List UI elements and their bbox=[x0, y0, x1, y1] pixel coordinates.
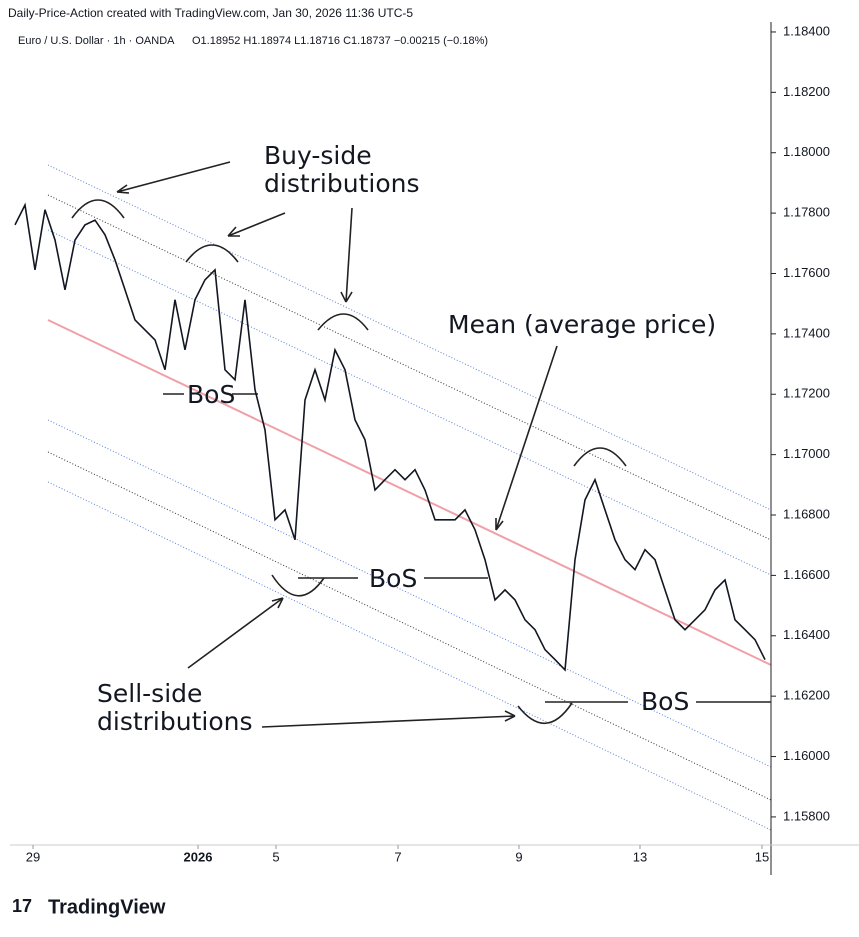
y-tick-label: 1.17800 bbox=[783, 205, 830, 220]
x-tick-label: 13 bbox=[633, 849, 647, 864]
symbol: Euro / U.S. Dollar · 1h · OANDA bbox=[18, 35, 175, 47]
price-line bbox=[14, 202, 766, 672]
y-tick-label: 1.17200 bbox=[783, 386, 830, 401]
y-tick-label: 1.16600 bbox=[783, 567, 830, 582]
buy-label: Buy-side distributions bbox=[264, 141, 420, 198]
brand: TradingView bbox=[48, 896, 166, 918]
y-tick-label: 1.16000 bbox=[783, 748, 830, 763]
buy-label-line: distributions bbox=[264, 169, 420, 198]
y-tick-label: 1.16200 bbox=[783, 688, 830, 703]
x-tick-label: 7 bbox=[394, 849, 401, 864]
y-tick-label: 1.18400 bbox=[783, 23, 830, 38]
y-tick-label: 1.16400 bbox=[783, 627, 830, 642]
mean-label: Mean (average price) bbox=[448, 310, 716, 339]
ohlc: O1.18952 H1.18974 L1.18716 C1.18737 −0.0… bbox=[192, 35, 488, 47]
y-tick-label: 1.15800 bbox=[783, 808, 830, 823]
y-tick-label: 1.18200 bbox=[783, 84, 830, 99]
sell-label-line: Sell-side bbox=[97, 679, 202, 708]
header: Daily-Price-Action created with TradingV… bbox=[8, 6, 413, 20]
bos-label: BoS bbox=[369, 564, 417, 593]
y-tick-label: 1.18000 bbox=[783, 144, 830, 159]
buy-label-line: Buy-side bbox=[264, 141, 372, 170]
sell-label-line: distributions bbox=[97, 707, 253, 736]
x-tick-label: 15 bbox=[755, 849, 769, 864]
y-tick-label: 1.17000 bbox=[783, 446, 830, 461]
bos-label: BoS bbox=[641, 687, 689, 716]
x-tick-label: 9 bbox=[515, 849, 522, 864]
channel bbox=[47, 164, 772, 831]
brand-mark: 17 bbox=[12, 896, 32, 916]
y-tick-label: 1.17400 bbox=[783, 325, 830, 340]
annotation-shapes bbox=[71, 161, 771, 728]
x-tick-label: 5 bbox=[272, 849, 279, 864]
y-tick-label: 1.16800 bbox=[783, 506, 830, 521]
x-tick-label: 29 bbox=[26, 849, 40, 864]
y-tick-label: 1.17600 bbox=[783, 265, 830, 280]
sell-label: Sell-side distributions bbox=[97, 679, 253, 736]
bos-label: BoS bbox=[187, 380, 235, 409]
x-tick-label: 2026 bbox=[184, 849, 213, 864]
